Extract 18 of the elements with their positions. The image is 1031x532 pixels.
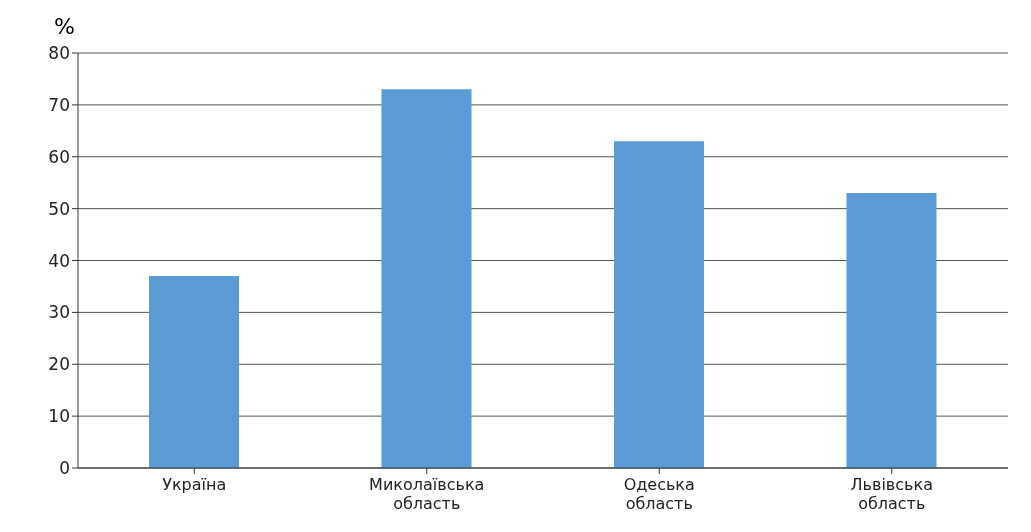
y-tick-label: 0 — [59, 458, 70, 479]
x-tick-label: Україна — [162, 475, 227, 494]
x-tick-label: Миколаївська область — [369, 475, 485, 513]
y-tick-label: 30 — [48, 302, 70, 323]
y-tick-label: 70 — [48, 94, 70, 115]
y-tick-label: 50 — [48, 198, 70, 219]
y-axis-title: % — [54, 14, 75, 39]
y-tick-label: 60 — [48, 146, 70, 167]
bar — [381, 89, 472, 468]
bar — [149, 276, 239, 468]
x-tick-label: Львівська область — [850, 475, 933, 513]
x-tick-label: Одеська область — [623, 475, 695, 513]
bar — [614, 141, 704, 468]
y-tick-label: 20 — [48, 354, 70, 375]
y-tick-label: 40 — [48, 250, 70, 271]
bar — [846, 193, 937, 468]
y-tick-label: 80 — [48, 43, 70, 64]
y-tick-label: 10 — [48, 406, 70, 427]
